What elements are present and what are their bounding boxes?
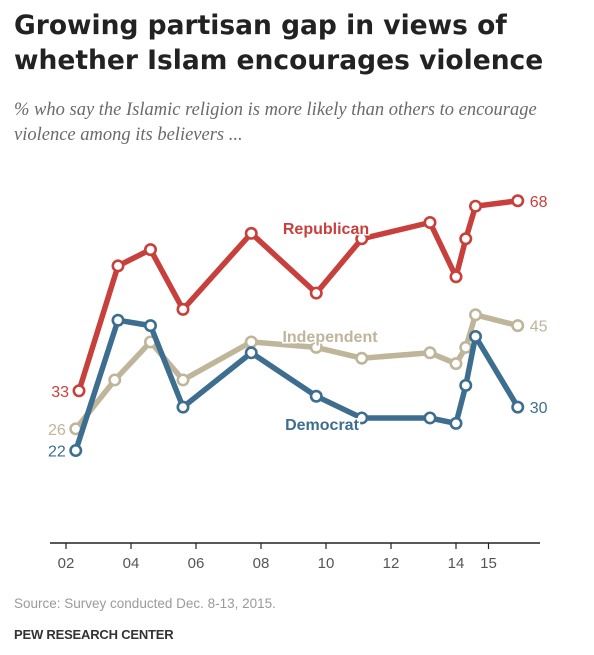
series-label-republican: Republican (283, 221, 369, 238)
data-point-republican (468, 199, 482, 213)
data-point-independent (459, 340, 473, 354)
x-tick-label: 08 (253, 555, 270, 572)
data-point-independent (449, 357, 463, 371)
data-point-democrat (244, 346, 258, 360)
data-point-independent (176, 373, 190, 387)
data-point-republican (111, 259, 125, 273)
start-value-label: 26 (48, 422, 66, 439)
end-value-label: 30 (530, 400, 548, 417)
data-point-democrat (459, 378, 473, 392)
data-point-democrat (449, 416, 463, 430)
x-tick-label: 14 (448, 555, 465, 572)
data-point-independent (423, 346, 437, 360)
data-point-republican (459, 232, 473, 246)
data-point-democrat (69, 444, 83, 458)
data-point-republican (511, 194, 525, 208)
data-point-independent (355, 351, 369, 365)
data-point-independent (511, 319, 525, 333)
data-point-democrat (355, 411, 369, 425)
start-value-label: 22 (48, 444, 66, 461)
data-point-republican (144, 243, 158, 257)
source-note: Source: Survey conducted Dec. 8-13, 2015… (14, 596, 276, 611)
data-point-independent (468, 308, 482, 322)
data-point-republican (176, 302, 190, 316)
x-tick-label: 02 (58, 555, 75, 572)
end-value-label: 68 (530, 194, 548, 211)
data-point-democrat (511, 400, 525, 414)
data-point-republican (423, 215, 437, 229)
x-tick-label: 10 (318, 555, 335, 572)
data-point-independent (244, 335, 258, 349)
data-point-republican (309, 286, 323, 300)
data-point-democrat (309, 389, 323, 403)
data-point-democrat (423, 411, 437, 425)
data-point-republican (449, 270, 463, 284)
data-point-republican (355, 232, 369, 246)
x-tick-label: 06 (188, 555, 205, 572)
start-value-label: 33 (51, 384, 69, 401)
data-point-democrat (111, 313, 125, 327)
chart-title: Growing partisan gap in views of whether… (14, 10, 544, 76)
x-tick-label: 15 (480, 555, 497, 572)
data-point-republican (244, 226, 258, 240)
data-point-republican (72, 384, 86, 398)
data-point-democrat (468, 330, 482, 344)
brand-label: PEW RESEARCH CENTER (14, 627, 174, 642)
x-tick-label: 04 (123, 555, 140, 572)
end-value-label: 45 (530, 319, 548, 336)
data-point-independent (309, 340, 323, 354)
data-point-independent (108, 373, 122, 387)
data-point-democrat (176, 400, 190, 414)
series-label-democrat: Democrat (285, 417, 359, 434)
chart-subtitle: % who say the Islamic religion is more l… (14, 100, 537, 145)
x-tick-label: 12 (383, 555, 400, 572)
data-point-democrat (144, 319, 158, 333)
series-label-independent: Independent (282, 329, 378, 346)
